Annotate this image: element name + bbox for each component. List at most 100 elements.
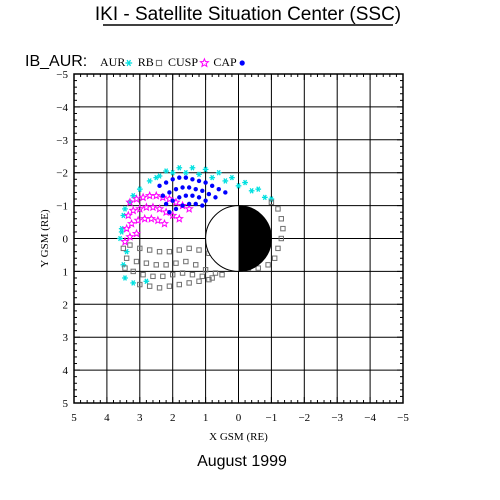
- data-point-cusp: [123, 210, 133, 220]
- data-point-aur: [209, 174, 216, 181]
- data-point-aur: [122, 275, 128, 281]
- data-point-aur: [255, 186, 262, 192]
- series-cusp: [120, 190, 194, 246]
- data-point-aur: [183, 169, 189, 176]
- legend-label-cusp: CUSP: [168, 55, 198, 69]
- data-point-cusp: [153, 215, 163, 225]
- footer-date: August 1999: [197, 453, 287, 470]
- x-axis-label: X GSM (RE): [209, 431, 268, 443]
- plot-frame: [73, 73, 404, 404]
- data-point-cap: [170, 198, 175, 203]
- x-tick-label: −1: [266, 412, 278, 424]
- data-point-rb: [173, 260, 179, 266]
- data-point-cap: [213, 195, 218, 200]
- data-point-cap: [216, 186, 221, 192]
- data-point-cusp: [158, 192, 168, 202]
- x-tick-label: 5: [71, 412, 77, 424]
- data-point-cap: [163, 201, 169, 207]
- data-point-rb: [156, 285, 163, 291]
- data-point-rb: [122, 265, 128, 271]
- data-point-rb: [137, 281, 143, 288]
- data-point-cap: [167, 209, 172, 215]
- data-point-rb: [280, 225, 286, 232]
- data-point-cusp: [146, 213, 156, 223]
- data-point-cap: [206, 191, 212, 197]
- panel-label: IB_AUR:: [25, 53, 87, 70]
- data-point-cap: [200, 203, 205, 208]
- data-point-cusp: [131, 194, 142, 203]
- data-point-rb: [186, 280, 192, 286]
- data-point-cusp: [140, 213, 150, 223]
- data-point-aur: [202, 166, 209, 173]
- data-point-cusp: [135, 204, 145, 213]
- data-point-rb: [137, 245, 143, 252]
- data-point-rb: [176, 247, 182, 253]
- data-point-cap: [180, 203, 185, 208]
- y-tick-label: 1: [63, 266, 69, 278]
- y-tick-label: −4: [56, 102, 68, 114]
- data-point-rb: [146, 247, 153, 253]
- data-point-rb: [186, 245, 192, 252]
- data-point-aur: [117, 235, 123, 242]
- y-axis-label: Y GSM (RE): [39, 209, 51, 268]
- x-tick-label: 1: [203, 412, 209, 424]
- data-point-rb: [166, 248, 173, 255]
- data-point-rb: [156, 248, 163, 255]
- data-point-aur: [169, 169, 176, 176]
- x-tick-label: 2: [170, 412, 176, 424]
- data-point-aur: [120, 262, 127, 268]
- data-point-rb: [255, 265, 261, 271]
- data-point-cap: [223, 190, 228, 195]
- data-point-aur: [120, 212, 127, 219]
- x-tick-label: 4: [104, 412, 110, 424]
- data-point-rb: [278, 235, 284, 242]
- data-point-cap: [167, 190, 172, 195]
- data-point-cap: [157, 183, 162, 189]
- x-tick-label: −3: [331, 412, 343, 424]
- data-point-cap: [193, 201, 198, 207]
- data-point-cap: [190, 193, 195, 198]
- page-title: IKI - Satellite Situation Center (SSC): [95, 4, 401, 25]
- legend-label-rb: RB: [138, 55, 154, 69]
- data-point-rb: [123, 255, 130, 261]
- data-point-rb: [219, 271, 225, 278]
- x-tick-label: −4: [364, 412, 376, 424]
- data-point-rb: [179, 270, 186, 276]
- data-point-rb: [202, 267, 209, 273]
- data-point-cap: [180, 185, 185, 190]
- series-aur: [117, 164, 275, 286]
- data-point-cap: [209, 183, 215, 189]
- data-point-rb: [150, 273, 156, 280]
- data-point-rb: [120, 245, 127, 252]
- data-point-cap: [190, 177, 195, 182]
- data-point-rb: [193, 262, 199, 268]
- y-tick-label: 0: [63, 234, 69, 246]
- data-point-cap: [160, 193, 166, 198]
- x-tick-label: −2: [298, 412, 310, 424]
- legend-marker-cap: [239, 60, 245, 66]
- legend: IB_AUR: AUR RB CUSP CAP: [25, 53, 245, 70]
- data-point-cap: [203, 198, 208, 203]
- data-point-aur: [176, 164, 183, 171]
- data-point-rb: [196, 247, 202, 253]
- data-point-rb: [271, 255, 278, 261]
- data-point-cusp: [141, 202, 152, 212]
- y-tick-label: 4: [63, 365, 69, 377]
- data-point-cusp: [164, 194, 175, 203]
- data-point-cap: [170, 177, 175, 182]
- data-point-rb: [133, 258, 140, 265]
- data-point-rb: [212, 270, 219, 276]
- legend-marker-aur: [125, 59, 133, 67]
- legend-marker-cusp: [199, 57, 210, 68]
- data-point-cap: [173, 206, 179, 212]
- data-point-cusp: [125, 197, 135, 207]
- data-point-cap: [186, 185, 192, 190]
- data-point-rb: [143, 260, 150, 266]
- legend-label-aur: AUR: [100, 55, 125, 69]
- data-point-cusp: [128, 205, 138, 215]
- data-point-cap: [200, 188, 205, 193]
- data-point-aur: [130, 280, 137, 286]
- y-tick-label: −5: [56, 69, 68, 81]
- data-point-cusp: [131, 228, 142, 238]
